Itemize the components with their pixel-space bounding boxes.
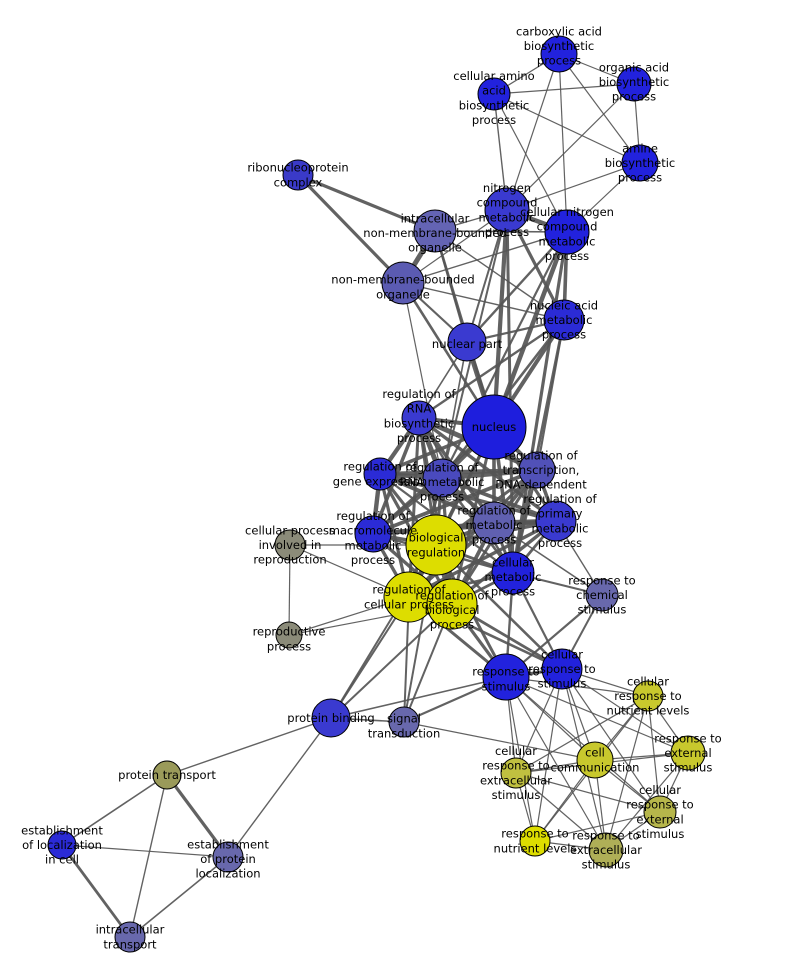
graph-edge xyxy=(372,468,538,536)
graph-edge xyxy=(515,772,607,851)
graph-edge xyxy=(60,844,132,938)
graph-edge xyxy=(403,721,596,761)
graph-edge xyxy=(647,695,661,813)
graph-edge xyxy=(129,856,229,938)
graph-node-cell-communication[interactable] xyxy=(576,741,614,779)
graph-edge xyxy=(561,668,689,754)
graph-node-protein-transport[interactable] xyxy=(152,760,182,790)
graph-edge xyxy=(330,603,453,719)
graph-edge xyxy=(505,676,607,851)
graph-node-biological-regulation[interactable] xyxy=(405,514,467,576)
graph-edge xyxy=(493,83,635,95)
graph-node-response-to-stimulus[interactable] xyxy=(482,653,530,701)
graph-edge xyxy=(129,774,168,938)
graph-edge xyxy=(379,472,557,523)
graph-edge xyxy=(296,173,405,285)
graph-node-cellular-metabolic-process[interactable] xyxy=(491,551,535,595)
graph-node-regulation-of-biological-process[interactable] xyxy=(426,578,478,630)
graph-edge xyxy=(61,844,229,858)
graph-edge xyxy=(493,93,641,164)
graph-node-non-membrane-bounded-organelle[interactable] xyxy=(381,261,425,305)
graph-node-regulation-of-cellular-process[interactable] xyxy=(383,571,435,623)
graph-node-cellular-nitrogen-compound-metabolic-process[interactable] xyxy=(544,209,590,255)
graph-node-regulation-of-macromolecule-metabolic-process[interactable] xyxy=(354,515,392,553)
graph-node-cellular-amino-acid-biosynthetic-process[interactable] xyxy=(477,77,511,111)
graph-node-establishment-of-protein-localization[interactable] xyxy=(212,841,244,873)
graph-edge xyxy=(491,209,510,428)
graph-edge xyxy=(493,522,603,596)
graph-edge xyxy=(166,717,332,776)
graph-node-regulation-of-rna-biosynthetic-process[interactable] xyxy=(401,400,437,436)
edge-layer xyxy=(60,53,689,938)
graph-node-cellular-process-involved-in-reproduction[interactable] xyxy=(274,529,306,561)
graph-edge xyxy=(493,93,568,233)
graph-node-carboxylic-acid-biosynthetic-process[interactable] xyxy=(540,35,578,73)
graph-node-nitrogen-compound-metabolic-process[interactable] xyxy=(484,187,530,233)
graph-node-regulation-of-primary-metabolic-process[interactable] xyxy=(535,500,577,542)
graph-edge xyxy=(506,162,641,211)
graph-node-intracellular-transport[interactable] xyxy=(114,921,146,953)
graph-node-regulation-of-metabolic-process[interactable] xyxy=(472,501,516,545)
graph-node-cellular-response-to-nutrient-levels[interactable] xyxy=(632,680,664,712)
graph-edge xyxy=(535,319,566,471)
graph-node-regulation-of-gene-expression[interactable] xyxy=(363,457,397,491)
graph-node-nuclear-part[interactable] xyxy=(447,322,487,362)
graph-edge xyxy=(515,772,661,813)
graph-node-amine-biosynthetic-process[interactable] xyxy=(621,144,659,182)
graph-edge xyxy=(402,282,565,321)
graph-node-nucleic-acid-metabolic-process[interactable] xyxy=(543,299,585,341)
graph-edge xyxy=(558,53,568,233)
graph-edge xyxy=(61,774,168,846)
graph-edge xyxy=(558,53,641,164)
graph-edge xyxy=(165,774,230,858)
graph-node-establishment-of-localization-in-cell[interactable] xyxy=(47,830,77,860)
graph-node-signal-transduction[interactable] xyxy=(388,706,420,738)
graph-node-ribonucleoprotein-complex[interactable] xyxy=(282,159,314,191)
graph-node-response-to-nutrient-levels[interactable] xyxy=(519,825,551,857)
graph-node-reproductive-process[interactable] xyxy=(275,621,303,649)
graph-node-regulation-of-rna-metabolic-process[interactable] xyxy=(422,458,462,498)
graph-edge xyxy=(605,695,649,851)
graph-edge xyxy=(434,230,565,321)
graph-edge xyxy=(506,83,635,211)
graph-node-response-to-extracellular-stimulus[interactable] xyxy=(588,832,624,868)
graph-node-response-to-external-stimulus[interactable] xyxy=(670,735,706,771)
graph-node-cellular-response-to-stimulus[interactable] xyxy=(541,648,583,690)
graph-edge xyxy=(534,668,563,842)
graph-edge xyxy=(505,676,649,697)
graph-node-regulation-of-transcription-dna-dependent[interactable] xyxy=(518,451,556,489)
graph-edge xyxy=(330,676,507,719)
graph-edge xyxy=(534,811,661,842)
graph-edge xyxy=(515,695,649,774)
graph-node-intracellular-non-membrane-bounded-organelle[interactable] xyxy=(413,209,457,253)
graph-node-nucleus[interactable] xyxy=(461,394,527,460)
graph-edge xyxy=(511,231,569,574)
graph-edge xyxy=(418,319,565,419)
graph-node-cellular-response-to-external-stimulus[interactable] xyxy=(643,795,677,829)
graph-edge xyxy=(227,717,332,858)
graph-node-protein-binding[interactable] xyxy=(311,698,351,738)
graph-node-organic-acid-biosynthetic-process[interactable] xyxy=(616,66,652,102)
graph-edge xyxy=(408,519,557,599)
graph-edge xyxy=(506,53,560,211)
graph-edge xyxy=(505,676,689,754)
node-layer xyxy=(47,35,706,953)
graph-edge xyxy=(297,173,436,233)
graph-node-response-to-chemical-stimulus[interactable] xyxy=(585,578,619,612)
graph-edge xyxy=(505,676,661,813)
graph-node-cellular-response-to-extracellular-stimulus[interactable] xyxy=(500,757,532,789)
graph-edge xyxy=(402,231,568,284)
